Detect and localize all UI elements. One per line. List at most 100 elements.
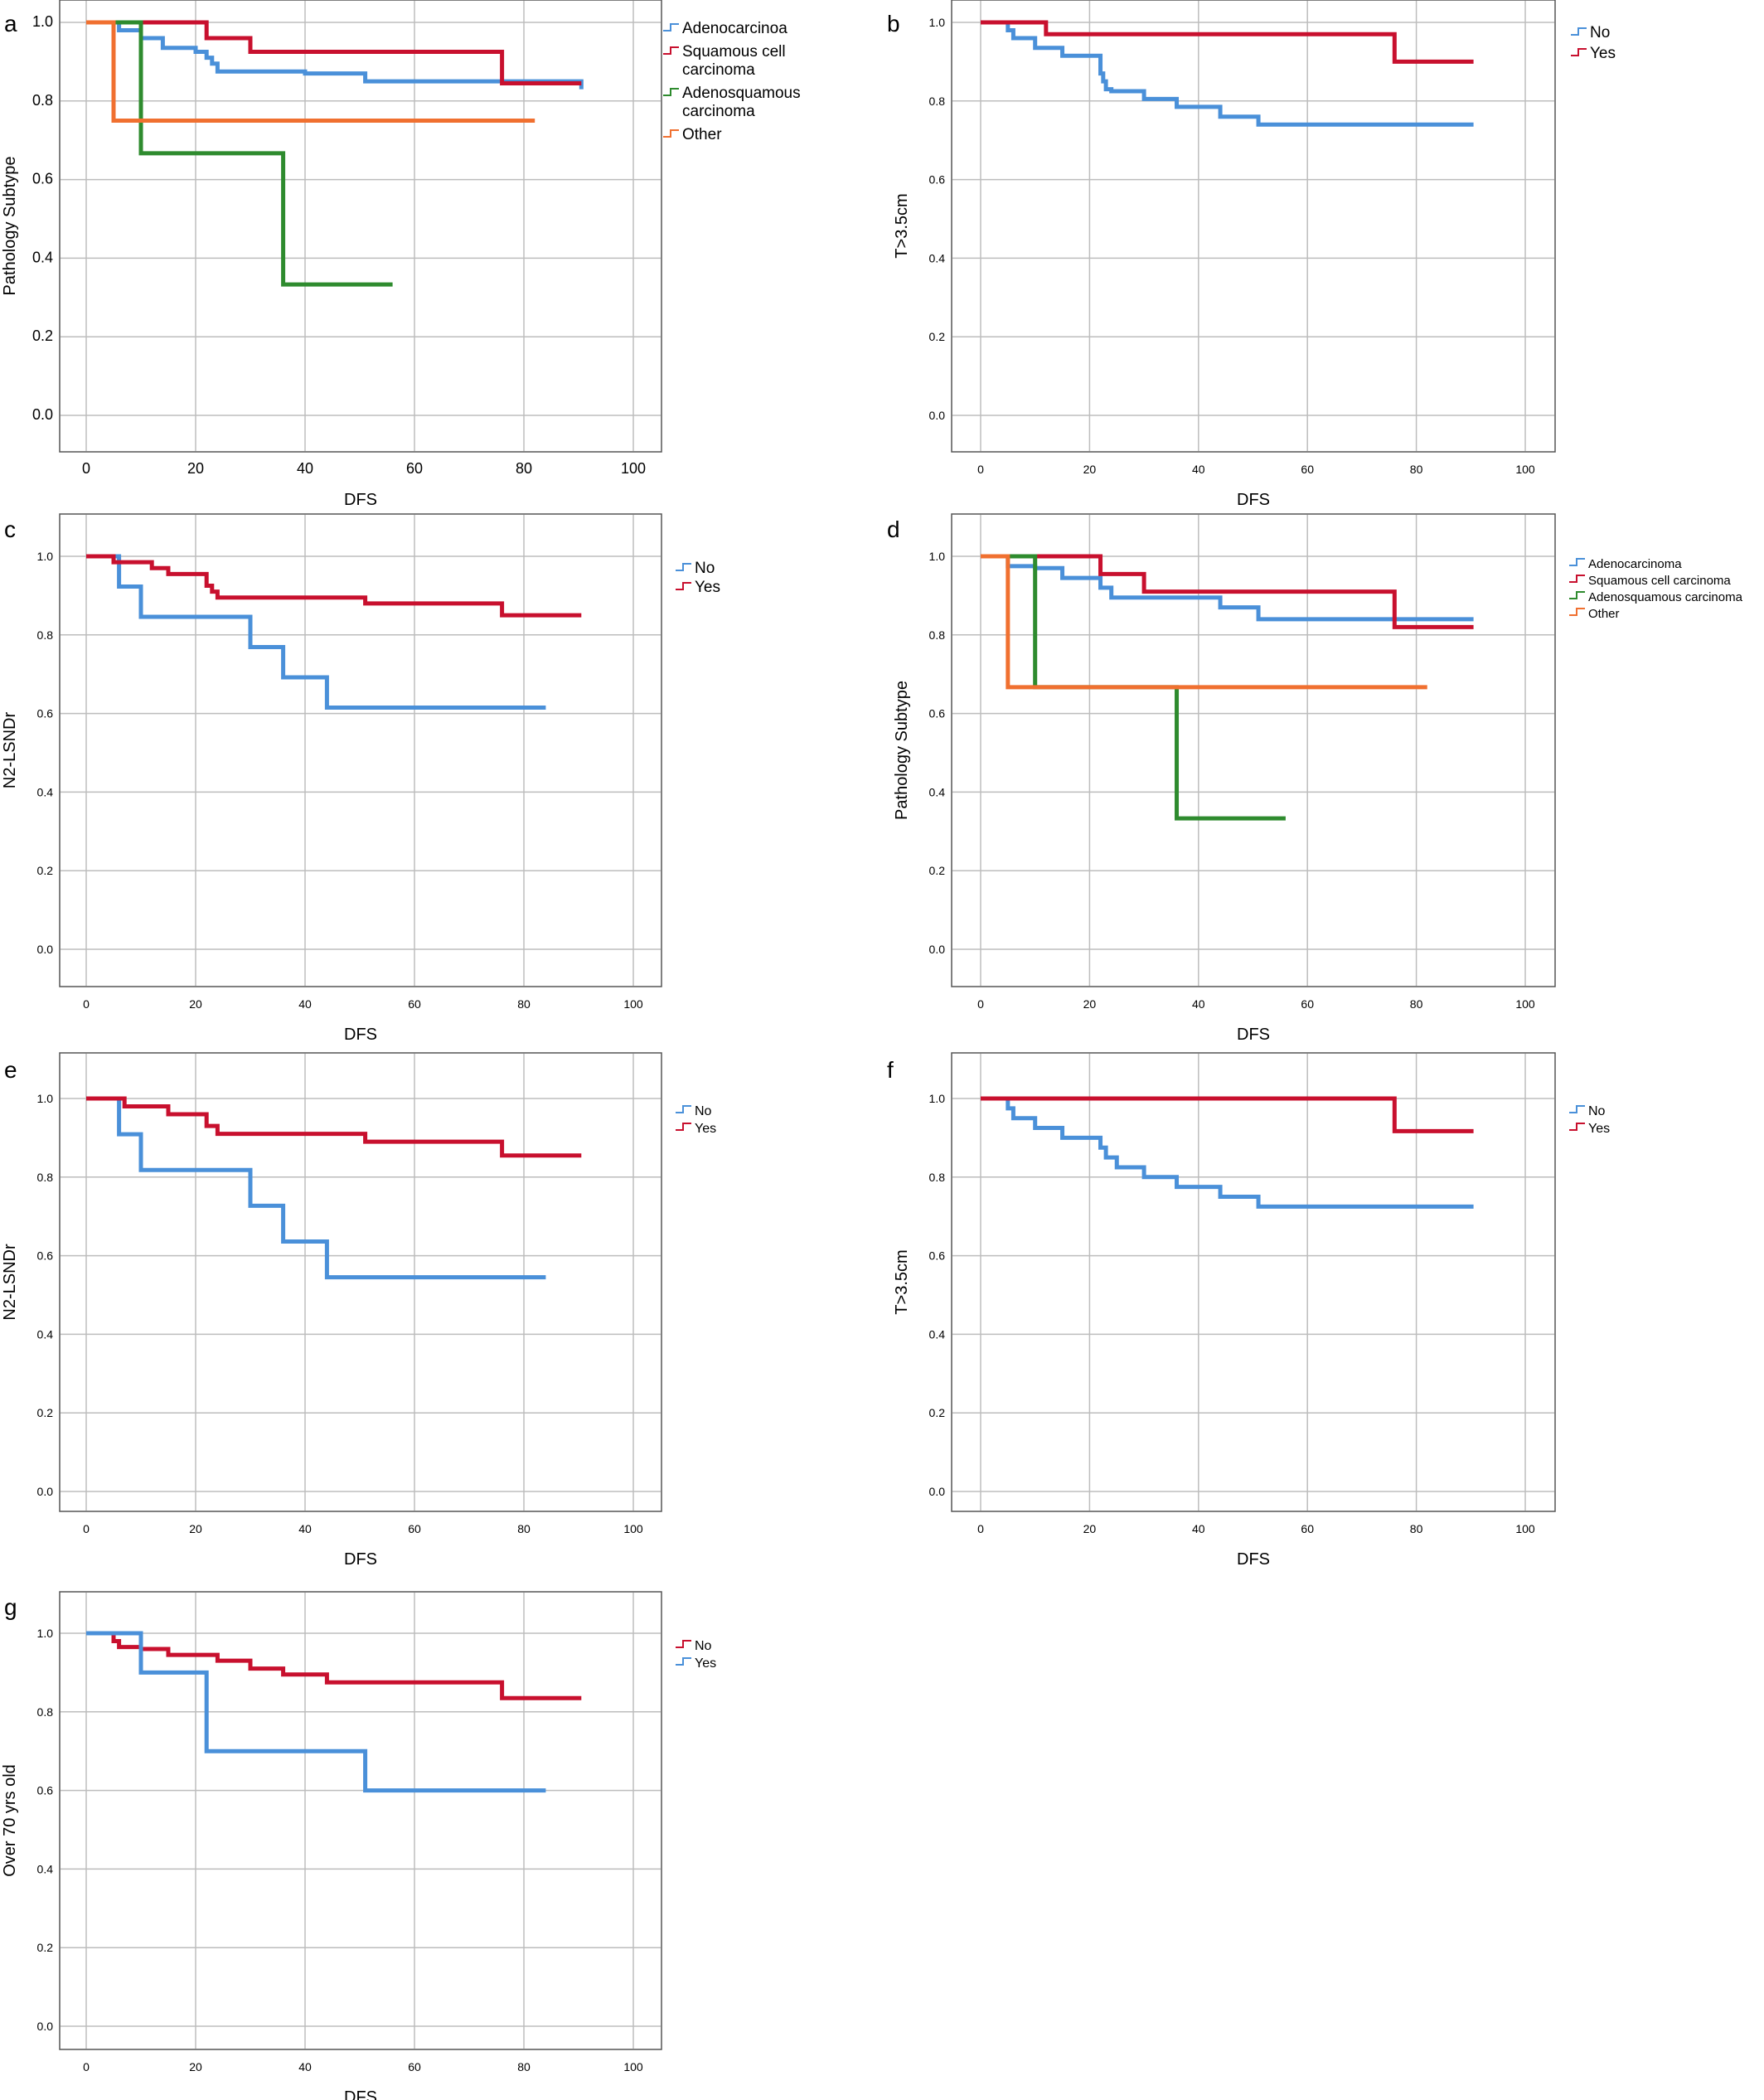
plot-frame [951, 0, 1556, 453]
legend-label: Other [1588, 607, 1620, 621]
y-tick-label: 0.8 [929, 95, 946, 108]
y-tick-label: 0.2 [37, 1941, 54, 1954]
y-tick-label: 0.2 [929, 864, 946, 877]
y-tick-label: 0.6 [929, 173, 946, 187]
plot-frame [59, 0, 662, 453]
y-tick-label: 0.6 [37, 707, 54, 720]
series-line-no [86, 1096, 546, 1280]
series-line-yes [981, 1096, 1474, 1133]
y-tick-label: 0.4 [32, 249, 53, 265]
y-tick-label: 0.8 [32, 92, 53, 109]
chart-panel-a: a 0 20 40 60 80 100 0.0 0.2 0.4 0.6 0.8 1.0 DFS Pathol… [1, 0, 801, 509]
x-tick-label: 40 [1192, 997, 1205, 1011]
x-tick-label: 40 [1192, 1522, 1205, 1535]
legend-label: Other [682, 126, 722, 143]
x-axis-label: DFS [344, 1550, 377, 1569]
plot-frame [951, 513, 1556, 987]
y-tick-label: 0.4 [37, 1862, 54, 1875]
legend-label: Squamous cell [682, 43, 786, 61]
y-axis-label: Pathology Subtype [1, 157, 19, 296]
x-tick-label: 100 [623, 1522, 643, 1535]
x-tick-label: 40 [298, 1522, 312, 1535]
x-tick-label: 0 [977, 997, 984, 1011]
y-tick-label: 0.2 [37, 864, 54, 877]
y-tick-label: 0.0 [37, 2020, 54, 2033]
panel-label: c [4, 517, 16, 542]
x-tick-label: 60 [408, 1522, 421, 1535]
x-axis-label: DFS [344, 2088, 377, 2100]
y-axis-label: T>3.5cm [893, 1249, 911, 1314]
panel-label: d [887, 517, 900, 542]
legend-label: Adenocarcinoa [682, 20, 788, 37]
legend-label: Adenocarcinoma [1588, 557, 1682, 571]
legend-symbol [1569, 558, 1585, 566]
legend-symbol [1571, 27, 1587, 36]
x-tick-label: 100 [623, 2060, 643, 2073]
x-tick-label: 20 [189, 997, 202, 1011]
x-tick-label: 40 [298, 2060, 312, 2073]
y-tick-label: 0.6 [32, 171, 53, 187]
y-tick-label: 1.0 [929, 550, 946, 563]
y-tick-label: 0.6 [37, 1249, 54, 1263]
y-tick-label: 0.2 [929, 1406, 946, 1419]
legend-symbol [676, 1123, 691, 1131]
y-tick-label: 0.6 [929, 1249, 946, 1263]
legend-label: Yes [695, 1122, 716, 1136]
x-axis-label: DFS [1237, 1026, 1270, 1044]
y-tick-label: 0.0 [37, 943, 54, 956]
legend-label: carcinoma [682, 103, 755, 120]
x-tick-label: 100 [621, 460, 646, 477]
legend-entry: No [676, 1104, 712, 1118]
x-tick-label: 20 [1083, 997, 1097, 1011]
legend-entry: Yes [1571, 45, 1616, 62]
legend-label: No [1588, 1104, 1606, 1118]
panel-label: f [887, 1057, 894, 1083]
chart-panel-f: f 0 20 40 60 80 100 0.0 0.2 0.4 0.6 0.8 1.0 DFS T>3.5c… [887, 1052, 1610, 1569]
x-tick-label: 100 [1515, 997, 1535, 1011]
series-line-other [86, 20, 536, 123]
series-line-no [86, 554, 546, 710]
y-tick-label: 1.0 [929, 16, 946, 29]
legend-entry: Other [1569, 607, 1620, 621]
y-axis-label: T>3.5cm [893, 193, 911, 258]
y-tick-label: 0.0 [929, 943, 946, 956]
legend-entry: No [676, 1639, 712, 1653]
x-tick-label: 80 [516, 460, 532, 477]
series-line-adenosquamous-carcinoma [86, 20, 393, 287]
series-line-no [86, 1631, 582, 1700]
plot-frame [59, 1052, 662, 1512]
series-line-other [981, 554, 1427, 690]
y-tick-label: 0.2 [929, 330, 946, 343]
x-tick-label: 20 [187, 460, 204, 477]
legend-symbol [663, 46, 679, 55]
legend-label: Yes [695, 579, 720, 596]
legend-entry: Yes [676, 1122, 716, 1136]
y-tick-label: 0.6 [37, 1784, 54, 1797]
y-tick-label: 0.2 [37, 1406, 54, 1419]
legend-entry: Yes [676, 579, 720, 596]
y-tick-label: 0.4 [929, 785, 946, 798]
y-tick-label: 1.0 [37, 1092, 54, 1105]
legend-symbol [676, 1657, 691, 1666]
x-tick-label: 0 [977, 463, 984, 476]
x-tick-label: 100 [623, 997, 643, 1011]
x-axis-label: DFS [344, 1026, 377, 1044]
y-axis-label: N2-LSNDr [1, 712, 19, 789]
y-tick-label: 0.8 [37, 1171, 54, 1184]
y-tick-label: 0.0 [37, 1485, 54, 1498]
x-tick-label: 0 [82, 460, 90, 477]
x-axis-label: DFS [344, 491, 377, 509]
x-tick-label: 0 [83, 997, 90, 1011]
chart-panel-c: c 0 20 40 60 80 100 0.0 0.2 0.4 0.6 0.8 1.0 DFS N2-LSN… [1, 513, 720, 1044]
y-tick-label: 0.8 [37, 1705, 54, 1719]
legend-entry: No [1569, 1104, 1606, 1118]
x-tick-label: 20 [189, 2060, 202, 2073]
x-tick-label: 60 [408, 997, 421, 1011]
x-tick-label: 40 [298, 997, 312, 1011]
x-tick-label: 60 [408, 2060, 421, 2073]
y-axis-label: Pathology Subtype [893, 681, 911, 820]
x-tick-label: 0 [83, 2060, 90, 2073]
legend-entry: Squamous cell carcinoma [1569, 574, 1731, 588]
